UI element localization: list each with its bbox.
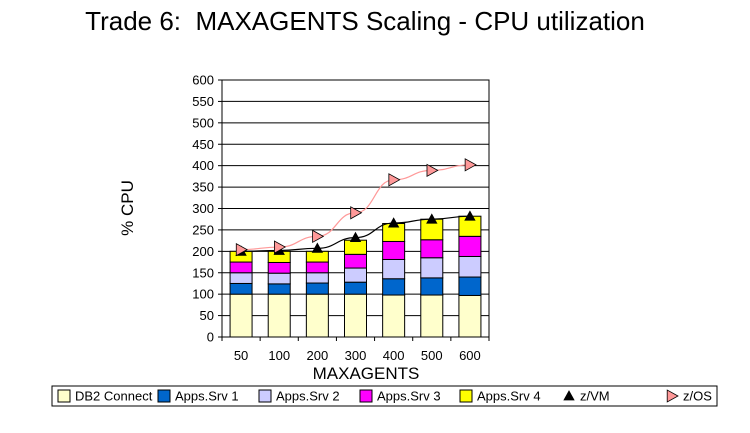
bar-segment-db2-connect xyxy=(382,294,406,338)
bar-segment-apps-srv-1 xyxy=(382,278,406,296)
bar-segment-apps-srv-2 xyxy=(420,257,444,279)
x-tick-label: 200 xyxy=(307,348,329,363)
bar-segment-apps-srv-1 xyxy=(305,282,329,295)
legend-box xyxy=(51,385,718,407)
y-axis-title: % CPU xyxy=(118,180,137,236)
bar-segment-apps-srv-2 xyxy=(267,272,291,285)
legend-label-z-vm: z/VM xyxy=(580,389,610,404)
bar-segment-apps-srv-1 xyxy=(229,282,253,295)
x-tick-label: 500 xyxy=(421,348,443,363)
y-tick-label: 150 xyxy=(192,265,214,280)
bar-segment-apps-srv-2 xyxy=(305,272,329,284)
legend-swatch-z-os xyxy=(666,389,679,403)
y-tick-label: 400 xyxy=(192,158,214,173)
bar-segment-apps-srv-3 xyxy=(229,261,253,274)
point-z-os xyxy=(350,206,363,220)
legend: DB2 Connect Apps.Srv 1 Apps.Srv 2 Apps.Srv … xyxy=(51,385,718,407)
bar-segment-db2-connect xyxy=(229,293,253,338)
bar-segment-apps-srv-1 xyxy=(420,277,444,296)
y-tick-label: 350 xyxy=(192,180,214,195)
bar-segment-db2-connect xyxy=(267,293,291,338)
x-axis-title: MAXAGENTS xyxy=(313,364,420,383)
bar-segment-apps-srv-3 xyxy=(420,239,444,259)
point-z-os xyxy=(426,163,439,178)
legend-swatch-apps-srv-2 xyxy=(258,389,272,403)
point-z-os xyxy=(235,242,248,257)
legend-label-apps-srv-1: Apps.Srv 1 xyxy=(175,389,239,404)
bar-layer xyxy=(229,215,482,338)
y-tick-label: 500 xyxy=(192,115,214,130)
bar-segment-apps-srv-3 xyxy=(305,261,329,274)
y-tick-label: 100 xyxy=(192,287,214,302)
y-tick-label: 0 xyxy=(207,330,214,345)
bar-segment-apps-srv-1 xyxy=(267,283,291,295)
legend-swatch-db2-connect xyxy=(57,389,71,403)
chart-title: Trade 6: MAXAGENTS Scaling - CPU utiliza… xyxy=(85,6,645,36)
point-z-os xyxy=(464,158,477,172)
bar-segment-db2-connect xyxy=(344,293,367,338)
x-tick-label: 300 xyxy=(345,348,367,363)
point-z-os xyxy=(274,240,287,254)
bar-segment-apps-srv-3 xyxy=(458,235,482,257)
legend-swatch-apps-srv-3 xyxy=(359,389,373,403)
point-z-vm xyxy=(464,210,476,221)
y-tick-label: 50 xyxy=(200,308,214,323)
bar-segment-apps-srv-3 xyxy=(267,261,291,274)
x-tick-label: 100 xyxy=(268,348,290,363)
point-z-vm xyxy=(311,242,324,253)
bar-segment-apps-srv-2 xyxy=(382,258,406,280)
y-tick-label: 600 xyxy=(192,73,214,88)
bar-segment-apps-srv-1 xyxy=(344,281,367,295)
y-tick-label: 200 xyxy=(192,244,214,259)
legend-label-z-os: z/OS xyxy=(683,389,712,404)
bar-segment-apps-srv-1 xyxy=(458,276,482,296)
bar-segment-db2-connect xyxy=(458,294,482,338)
point-z-vm xyxy=(426,213,438,224)
x-tick-label: 50 xyxy=(234,348,248,363)
bar-segment-apps-srv-3 xyxy=(344,253,367,269)
y-tick-label: 550 xyxy=(192,94,214,109)
line-layer xyxy=(235,158,477,257)
y-tick-label: 450 xyxy=(192,137,214,152)
legend-label-apps-srv-3: Apps.Srv 3 xyxy=(377,389,441,404)
y-tick-label: 300 xyxy=(192,201,214,216)
bar-segment-apps-srv-3 xyxy=(382,240,406,260)
bar-segment-apps-srv-4 xyxy=(344,239,367,255)
y-tick-label: 250 xyxy=(192,222,214,237)
axis-layer: 0 50 100 150 200 250 300 350 400 450 500 550 600 50 10… xyxy=(192,73,490,363)
legend-label-apps-srv-2: Apps.Srv 2 xyxy=(276,389,340,404)
legend-swatch-apps-srv-4 xyxy=(459,389,473,403)
bar-segment-db2-connect xyxy=(305,293,329,338)
point-z-os xyxy=(388,173,401,187)
legend-label-db2-connect: DB2 Connect xyxy=(75,389,153,404)
x-tick-label: 600 xyxy=(459,348,481,363)
point-z-vm xyxy=(387,217,400,228)
legend-swatch-z-vm xyxy=(563,390,575,401)
bar-segment-apps-srv-4 xyxy=(305,250,329,263)
bar-segment-apps-srv-2 xyxy=(344,267,367,283)
bar-segment-apps-srv-2 xyxy=(229,272,253,284)
x-tick-label: 400 xyxy=(383,348,405,363)
bar-segment-db2-connect xyxy=(420,294,444,338)
point-z-os xyxy=(312,229,325,244)
bar-segment-apps-srv-2 xyxy=(458,255,482,278)
point-z-vm xyxy=(349,231,362,243)
legend-label-apps-srv-4: Apps.Srv 4 xyxy=(477,389,541,404)
legend-swatch-apps-srv-1 xyxy=(157,389,171,403)
